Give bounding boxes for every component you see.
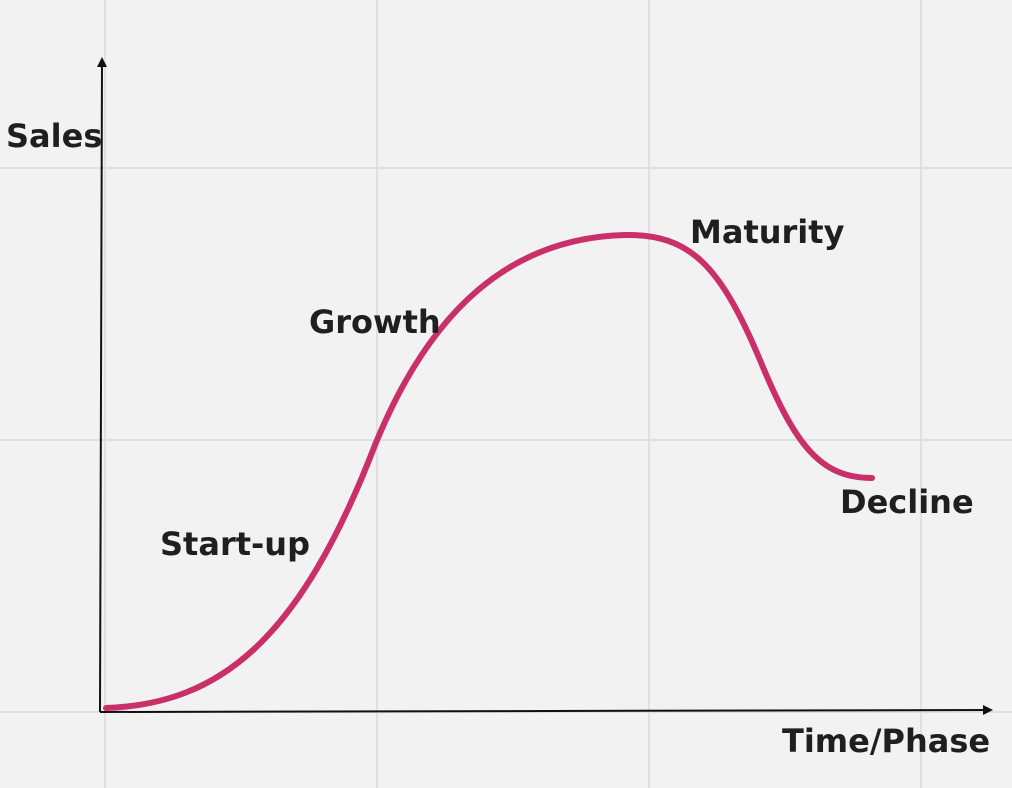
stage-label-growth: Growth [309, 303, 441, 341]
stage-label-maturity: Maturity [690, 213, 845, 251]
stage-label-decline: Decline [840, 483, 974, 521]
y-axis [96, 57, 107, 713]
x-axis-label: Time/Phase [782, 722, 990, 760]
stage-label-start-up: Start-up [160, 525, 310, 563]
life-cycle-curve [103, 231, 875, 711]
x-axis [99, 705, 993, 716]
y-axis-label: Sales [6, 117, 102, 155]
